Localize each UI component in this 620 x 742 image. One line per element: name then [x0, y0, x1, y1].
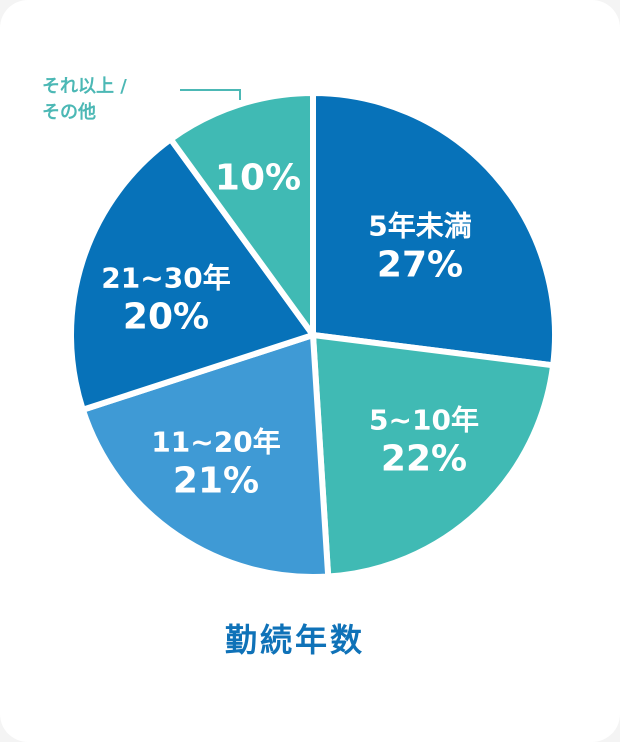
- slice-value-4: 10%: [214, 157, 302, 199]
- pie-slice-4: [167, 90, 316, 338]
- pie-slice-2: [79, 332, 332, 580]
- leader-line: [180, 89, 241, 100]
- chart-title: 勤続年数: [224, 621, 365, 659]
- slice-value-2: 21%: [172, 460, 260, 502]
- pie-slice-1: [310, 332, 557, 580]
- slice-category-3: 21~30年: [101, 261, 231, 295]
- pie-slice-3: [67, 136, 316, 413]
- slice-category-2: 11~20年: [151, 425, 281, 459]
- slice-category-0: 5年未満: [368, 209, 472, 243]
- slice-label-2: 11~20年 21%: [151, 426, 280, 503]
- slice-label-1: 5~10年 22%: [369, 404, 479, 481]
- slice-value-0: 27%: [376, 244, 464, 286]
- slice-value-1: 22%: [380, 438, 468, 480]
- slice-label-0: 5年未満 27%: [368, 210, 471, 287]
- pie-slice-0: [310, 90, 558, 369]
- slice-label-4: 10%: [215, 156, 301, 199]
- slice-label-3: 21~30年 20%: [101, 262, 230, 339]
- outside-category-label: それ以上 / その他: [42, 76, 127, 123]
- slice-value-3: 20%: [122, 296, 210, 338]
- slice-category-1: 5~10年: [369, 403, 479, 437]
